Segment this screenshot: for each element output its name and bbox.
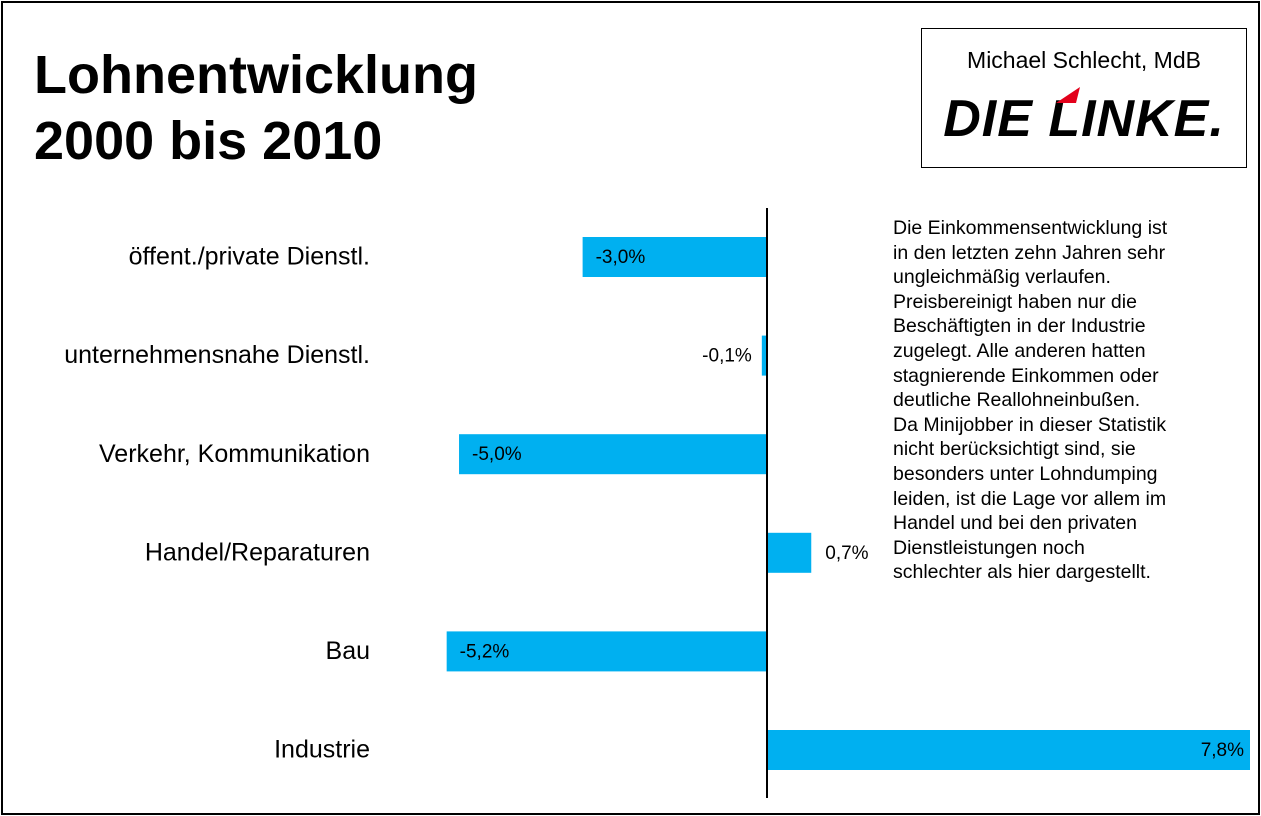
annotation-line: besonders unter Lohndumping	[893, 462, 1158, 485]
value-label: -0,1%	[702, 346, 752, 367]
party-logo: DIE LINKE.	[943, 90, 1225, 148]
value-label: 0,7%	[825, 543, 868, 564]
value-label: -5,0%	[472, 444, 522, 465]
bar	[768, 730, 1250, 770]
category-label: Industrie	[274, 736, 370, 764]
annotation: Die Einkommensentwicklung ist in den letz…	[893, 216, 1253, 585]
value-label: 7,8%	[1201, 740, 1244, 761]
author: Michael Schlecht, MdB	[967, 47, 1201, 73]
logo-box: Michael Schlecht, MdB DIE LINKE.	[921, 28, 1247, 168]
annotation-line: zugelegt. Alle anderen hatten	[893, 339, 1146, 362]
annotation-line: deutliche Reallohneinbußen.	[893, 389, 1141, 412]
category-label: unternehmensnahe Dienstl.	[64, 341, 370, 369]
category-label: Bau	[326, 637, 370, 665]
bar	[761, 335, 768, 376]
annotation-line: leiden, ist die Lage vor allem im	[893, 487, 1167, 510]
value-label: -3,0%	[596, 247, 646, 268]
annotation-line: schlechter als hier dargestellt.	[893, 561, 1151, 584]
logo-triangle	[1056, 87, 1080, 103]
annotation-line: Dienstleistungen noch	[893, 536, 1085, 559]
annotation-line: Beschäftigten in der Industrie	[893, 315, 1146, 338]
annotation-line: ungleichmäßig verlaufen.	[893, 266, 1111, 289]
annotation-line: stagnierende Einkommen oder	[893, 364, 1159, 387]
annotation-line: Preisbereinigt haben nur die	[893, 290, 1137, 313]
annotation-line: Die Einkommensentwicklung ist	[893, 217, 1168, 239]
annotation-line: Da Minijobber in dieser Statistik	[893, 413, 1167, 436]
bar	[582, 237, 768, 277]
annotation-line: nicht berücksichtigt sind, sie	[893, 438, 1136, 461]
bar	[446, 631, 768, 672]
category-label: Handel/Reparaturen	[145, 538, 370, 566]
chart-title: Lohnentwicklung 2000 bis 2010	[34, 45, 478, 171]
value-label: -5,2%	[460, 641, 510, 662]
bar	[459, 434, 768, 475]
annotation-line: Handel und bei den privaten	[893, 512, 1137, 535]
bar	[768, 532, 812, 573]
category-label: Verkehr, Kommunikation	[99, 440, 370, 468]
category-label: öffent./private Dienstl.	[129, 243, 370, 271]
annotation-line: in den letzten zehn Jahren sehr	[893, 241, 1166, 264]
